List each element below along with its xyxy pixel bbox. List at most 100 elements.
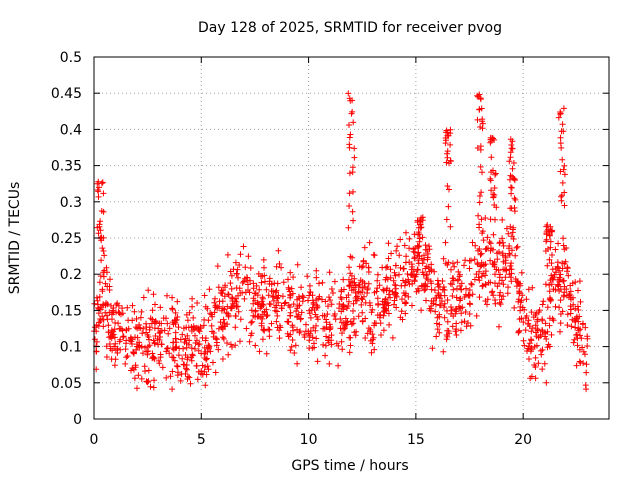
data-point — [123, 340, 129, 347]
data-point — [134, 325, 141, 332]
data-point — [202, 303, 209, 310]
data-point — [539, 366, 546, 373]
data-point — [482, 272, 489, 279]
data-point — [383, 264, 389, 271]
data-point — [548, 281, 555, 288]
data-point — [193, 337, 200, 344]
data-point — [440, 284, 447, 290]
data-point — [185, 341, 192, 348]
data-point — [97, 316, 104, 322]
data-point — [373, 320, 379, 327]
x-axis-label: GPS time / hours — [291, 458, 408, 474]
data-point — [565, 272, 572, 279]
data-point — [509, 165, 516, 172]
data-point — [275, 292, 282, 299]
data-point — [499, 277, 505, 284]
data-point — [189, 295, 196, 302]
data-point — [326, 294, 332, 301]
data-point — [556, 304, 563, 311]
data-point — [273, 263, 280, 270]
data-point — [411, 272, 418, 279]
data-point — [105, 322, 112, 329]
data-point — [228, 272, 235, 279]
data-point — [391, 281, 398, 288]
data-point — [266, 300, 273, 307]
data-point — [444, 318, 451, 325]
data-point — [429, 345, 436, 352]
data-point — [448, 266, 454, 273]
data-point — [221, 293, 228, 300]
data-point — [282, 299, 289, 306]
data-point — [266, 333, 273, 340]
data-point — [563, 292, 570, 299]
data-point — [509, 226, 516, 233]
data-point — [492, 216, 498, 223]
data-point — [555, 264, 562, 271]
data-point — [420, 282, 427, 289]
data-point — [441, 304, 447, 311]
data-point — [535, 360, 542, 367]
data-point — [559, 179, 566, 186]
y-tick-label: 0.35 — [51, 159, 82, 175]
data-point — [515, 279, 521, 286]
data-point — [213, 336, 220, 343]
data-point — [397, 264, 404, 271]
data-point — [502, 254, 509, 261]
data-point — [518, 269, 525, 276]
data-point — [339, 346, 346, 353]
data-point — [260, 256, 267, 263]
data-point — [477, 146, 484, 153]
data-point — [140, 325, 147, 332]
data-point — [96, 279, 103, 286]
data-point — [307, 289, 314, 296]
data-point — [374, 271, 381, 278]
data-point — [365, 264, 372, 271]
data-point — [147, 383, 154, 390]
data-point — [197, 325, 204, 332]
data-point — [490, 246, 496, 253]
data-point — [229, 298, 236, 304]
data-point — [450, 313, 457, 320]
data-point — [311, 307, 318, 313]
data-point — [466, 265, 473, 272]
grid — [94, 57, 609, 419]
data-point — [97, 218, 104, 225]
x-tick-label: 20 — [514, 432, 532, 448]
data-point — [436, 329, 443, 336]
data-point — [345, 292, 352, 298]
data-point — [115, 309, 122, 316]
data-point — [186, 309, 193, 316]
data-point — [285, 276, 291, 283]
data-point — [268, 288, 275, 295]
data-point — [515, 329, 522, 336]
data-point — [546, 322, 553, 329]
data-point — [476, 199, 483, 206]
data-point — [105, 329, 112, 335]
data-point — [509, 247, 515, 254]
data-point — [479, 169, 485, 176]
data-point — [97, 306, 104, 313]
data-point — [153, 319, 159, 326]
data-point — [206, 343, 213, 350]
data-point — [438, 298, 445, 305]
data-point — [493, 266, 500, 273]
data-point — [325, 339, 332, 346]
data-point — [272, 304, 278, 311]
data-point — [250, 280, 257, 287]
data-point — [249, 318, 256, 325]
data-point — [346, 203, 353, 209]
data-point — [222, 282, 229, 289]
data-point — [195, 347, 202, 354]
data-point — [375, 300, 382, 307]
data-point — [544, 222, 551, 228]
data-point — [313, 274, 320, 281]
data-point — [558, 197, 565, 204]
data-point — [555, 276, 561, 283]
y-tick-label: 0.2 — [60, 267, 82, 283]
data-point — [146, 336, 152, 343]
data-point — [120, 334, 126, 340]
data-point — [331, 278, 338, 285]
data-point — [180, 345, 187, 352]
data-point — [551, 271, 558, 278]
data-point — [225, 291, 232, 298]
